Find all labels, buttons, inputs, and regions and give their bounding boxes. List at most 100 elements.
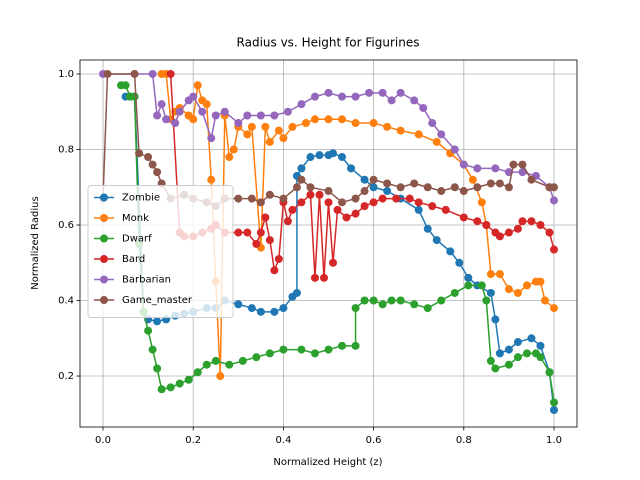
data-point	[396, 296, 405, 305]
data-point	[324, 88, 333, 97]
data-point	[207, 175, 216, 184]
data-point	[234, 194, 243, 203]
data-point	[437, 187, 446, 196]
data-point	[220, 107, 229, 116]
data-point	[301, 119, 310, 128]
data-point	[495, 179, 504, 188]
data-point	[238, 356, 247, 365]
series-line	[103, 73, 555, 201]
data-point	[297, 198, 306, 207]
data-point	[491, 315, 500, 324]
data-point	[536, 353, 545, 362]
data-point	[243, 228, 252, 237]
legend-label: Game_master	[122, 295, 193, 306]
data-point	[365, 88, 374, 97]
data-point	[324, 198, 333, 207]
legend-marker	[100, 255, 108, 263]
data-point	[522, 281, 531, 290]
data-point	[229, 145, 238, 154]
data-point	[495, 232, 504, 241]
data-point	[130, 92, 139, 101]
x-tick-label: 0.6	[366, 435, 382, 446]
data-point	[153, 364, 162, 373]
data-point	[315, 190, 324, 199]
legend: Zombie Monk Dwarf Bard Barbarian Game_master	[87, 185, 234, 318]
data-point	[166, 383, 175, 392]
legend-label: Bard	[122, 254, 145, 265]
data-point	[504, 228, 513, 237]
x-tick-label: 0.0	[95, 435, 111, 446]
data-point	[369, 198, 378, 207]
data-point	[144, 326, 153, 335]
data-point	[369, 183, 378, 192]
data-point	[387, 296, 396, 305]
data-point	[410, 96, 419, 105]
data-point	[324, 345, 333, 354]
data-point	[513, 224, 522, 233]
data-point	[135, 149, 144, 158]
data-point	[410, 300, 419, 309]
data-point	[292, 183, 301, 192]
data-point	[256, 111, 265, 120]
data-point	[351, 341, 360, 350]
data-point	[387, 96, 396, 105]
data-point	[428, 202, 437, 211]
data-point	[297, 164, 306, 173]
data-point	[495, 270, 504, 279]
data-point	[410, 179, 419, 188]
data-point	[369, 175, 378, 184]
data-point	[153, 168, 162, 177]
data-point	[338, 198, 347, 207]
data-point	[283, 217, 292, 226]
data-point	[504, 285, 513, 294]
data-point	[270, 307, 279, 316]
data-point	[378, 194, 387, 203]
data-point	[175, 379, 184, 388]
data-point	[265, 349, 274, 358]
data-point	[414, 205, 423, 214]
data-point	[518, 160, 527, 169]
data-point	[329, 258, 338, 267]
data-point	[342, 213, 351, 222]
data-point	[247, 304, 256, 313]
data-point	[297, 175, 306, 184]
data-point	[360, 296, 369, 305]
data-point	[419, 103, 428, 112]
data-point	[297, 345, 306, 354]
data-point	[509, 160, 518, 169]
data-point	[383, 179, 392, 188]
data-point	[148, 345, 157, 354]
data-point	[211, 111, 220, 120]
data-point	[549, 245, 558, 254]
data-point	[423, 183, 432, 192]
data-point	[310, 349, 319, 358]
data-point	[432, 236, 441, 245]
data-point	[324, 187, 333, 196]
data-point	[315, 151, 324, 160]
data-point	[338, 341, 347, 350]
data-point	[130, 69, 139, 78]
data-point	[549, 183, 558, 192]
legend-label: Dwarf	[122, 234, 152, 245]
data-point	[198, 107, 207, 116]
data-point	[193, 81, 202, 90]
data-point	[270, 266, 279, 275]
data-point	[270, 111, 279, 120]
data-point	[486, 356, 495, 365]
data-point	[306, 153, 315, 162]
data-point	[428, 119, 437, 128]
data-point	[482, 296, 491, 305]
data-point	[423, 304, 432, 313]
data-point	[184, 375, 193, 384]
data-point	[189, 115, 198, 124]
data-point	[211, 356, 220, 365]
data-point	[306, 190, 315, 199]
data-point	[455, 258, 464, 267]
data-point	[225, 360, 234, 369]
data-point	[383, 122, 392, 131]
data-point	[549, 398, 558, 407]
data-point	[292, 288, 301, 297]
data-point	[477, 281, 486, 290]
data-point	[265, 137, 274, 146]
legend-marker	[100, 214, 108, 222]
